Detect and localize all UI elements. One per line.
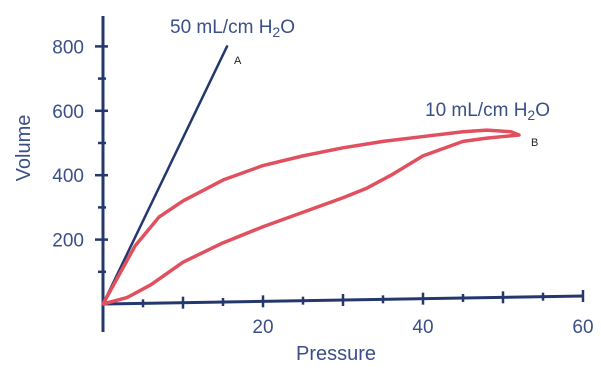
series-layer [101,45,521,306]
y-tick-label: 800 [52,37,84,58]
x-tick-label: 60 [572,317,593,338]
y-tick-label: 200 [52,231,84,252]
series-a-line [101,45,229,306]
x-tick-label: 40 [412,317,433,338]
y-tick-label: 400 [52,166,84,187]
annotations: 50 mL/cm H2O 10 mL/cm H2O A B [170,17,550,149]
axes [101,16,585,332]
x-axis-label: Pressure [296,343,376,365]
series-b-annotation: 10 mL/cm H2O [425,100,550,123]
x-tick-label: 20 [252,317,273,338]
y-tick-label: 600 [52,102,84,123]
ticks: 20 40 60 200 400 600 800 Pressure Volume [13,37,594,365]
series-b-loop [101,128,521,306]
series-a-annotation: 50 mL/cm H2O [170,17,295,40]
series-b-label: B [531,137,538,149]
series-a-label: A [234,55,242,67]
y-axis-label: Volume [13,115,35,182]
